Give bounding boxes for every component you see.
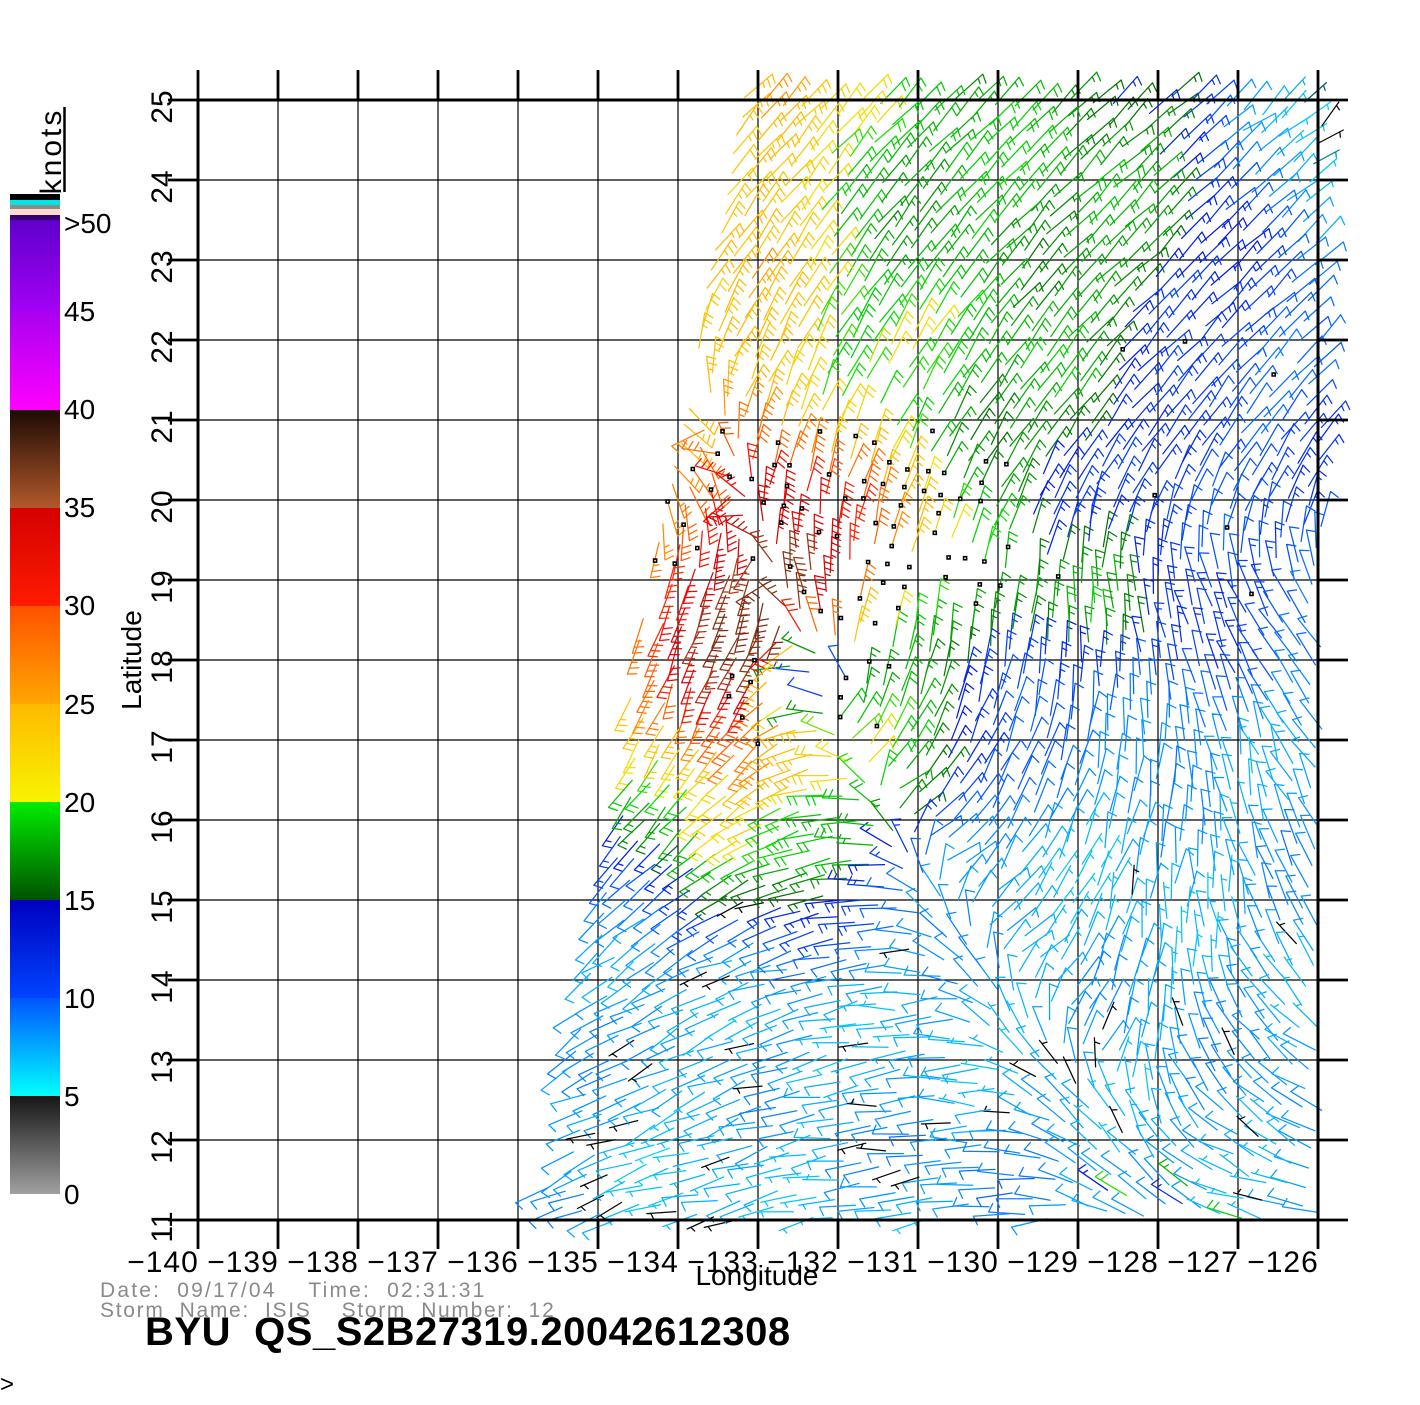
svg-text:11: 11	[146, 1211, 179, 1242]
svg-text:−134: −134	[607, 1246, 679, 1279]
svg-text:25: 25	[146, 90, 179, 123]
svg-text:−126: −126	[1247, 1246, 1319, 1279]
svg-text:−127: −127	[1167, 1246, 1239, 1279]
svg-text:BYU QS_S2B27319.20042612308: BYU QS_S2B27319.20042612308	[145, 1310, 791, 1354]
svg-text:15: 15	[64, 885, 95, 916]
svg-text:20: 20	[64, 787, 95, 818]
svg-text:−129: −129	[1007, 1246, 1079, 1279]
svg-text:12: 12	[146, 1130, 179, 1163]
svg-text:0: 0	[64, 1179, 80, 1210]
svg-text:20: 20	[146, 490, 179, 523]
svg-text:−133: −133	[687, 1246, 759, 1279]
svg-text:10: 10	[64, 983, 95, 1014]
svg-text:−131: −131	[847, 1246, 919, 1279]
svg-text:Storm Name: ISIS Storm N: Storm Name: ISIS Storm Number: 12	[100, 1299, 555, 1322]
svg-text:−130: −130	[927, 1246, 999, 1279]
svg-text:35: 35	[64, 492, 95, 523]
svg-text:−132: −132	[767, 1246, 839, 1279]
svg-text:−140: −140	[127, 1246, 199, 1279]
svg-text:15: 15	[146, 890, 179, 923]
svg-text:23: 23	[146, 250, 179, 283]
svg-text:30: 30	[64, 590, 95, 621]
svg-text:−137: −137	[367, 1246, 439, 1279]
svg-text:>50: >50	[64, 208, 112, 239]
svg-text:>: >	[0, 1371, 14, 1398]
svg-text:13: 13	[146, 1050, 179, 1083]
svg-text:45: 45	[64, 296, 95, 327]
svg-text:16: 16	[146, 810, 179, 843]
svg-text:14: 14	[146, 970, 179, 1003]
svg-text:19: 19	[146, 570, 179, 603]
svg-text:Latitude: Latitude	[116, 610, 147, 710]
svg-text:25: 25	[64, 689, 95, 720]
svg-text:knots: knots	[35, 108, 68, 195]
svg-text:−136: −136	[447, 1246, 519, 1279]
svg-text:−138: −138	[287, 1246, 359, 1279]
svg-text:Longitude: Longitude	[695, 1260, 818, 1291]
svg-text:−139: −139	[207, 1246, 279, 1279]
svg-text:18: 18	[146, 650, 179, 683]
svg-text:Date: 09/17/04 Time: 02:3: Date: 09/17/04 Time: 02:31:31	[100, 1279, 487, 1302]
svg-text:17: 17	[146, 730, 179, 763]
svg-text:5: 5	[64, 1081, 80, 1112]
svg-text:21: 21	[146, 410, 179, 443]
svg-text:−135: −135	[527, 1246, 599, 1279]
svg-text:22: 22	[146, 330, 179, 363]
svg-text:−128: −128	[1087, 1246, 1159, 1279]
svg-text:40: 40	[64, 394, 95, 425]
svg-text:24: 24	[146, 170, 179, 203]
